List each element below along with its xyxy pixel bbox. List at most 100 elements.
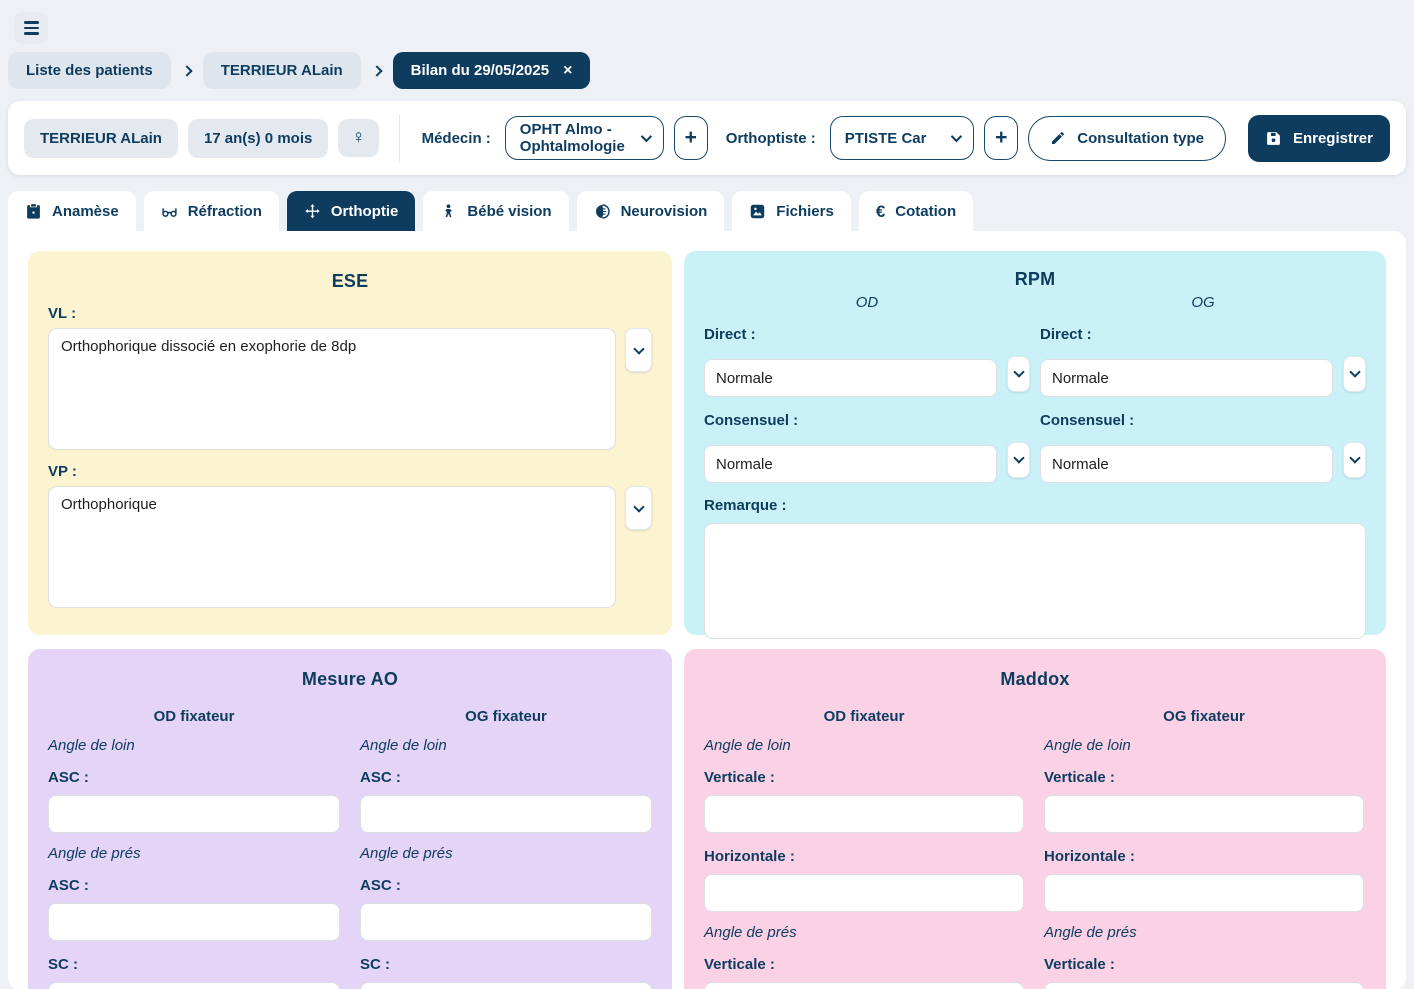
add-orthoptiste-button[interactable]: +: [984, 116, 1019, 160]
ao-og-asc-loin-label: ASC :: [360, 769, 401, 786]
rpm-og-header: OG: [1191, 294, 1215, 311]
ao-od-asc-loin-label: ASC :: [48, 769, 89, 786]
rpm-od-direct-input[interactable]: [704, 359, 997, 397]
rpm-od-direct-dropdown[interactable]: [1007, 355, 1030, 392]
panel-mesure-ao-title: Mesure AO: [301, 669, 399, 689]
medecin-select-value: OPHT Almo - Ophtalmologie: [519, 121, 625, 155]
vp-dropdown-button[interactable]: [625, 486, 652, 530]
rpm-od-consensuel-dropdown[interactable]: [1007, 441, 1030, 478]
ao-od-asc-loin-input[interactable]: [48, 795, 340, 833]
save-icon: [1267, 131, 1280, 145]
tab-cotation[interactable]: € Cotation: [858, 191, 974, 231]
ao-od-asc-pres-label: ASC :: [48, 877, 89, 894]
rpm-od-consensuel-input[interactable]: [704, 445, 997, 483]
ao-og-fixateur-header: OG fixateur: [465, 708, 547, 725]
maddox-og-horizontale-input[interactable]: [1044, 874, 1364, 912]
medecin-select[interactable]: OPHT Almo - Ophtalmologie: [504, 116, 664, 160]
pencil-icon: [1052, 132, 1065, 144]
chevron-down-icon: [1348, 366, 1361, 378]
ao-od-fixateur-header: OD fixateur: [153, 708, 235, 725]
orthoptiste-select[interactable]: PTISTE Car: [829, 116, 975, 160]
menu-button[interactable]: [14, 12, 48, 44]
breadcrumb-patient-name[interactable]: TERRIEUR ALain: [202, 52, 361, 89]
maddox-od-fixateur-header: OD fixateur: [823, 708, 905, 725]
rpm-og-consensuel-dropdown[interactable]: [1343, 441, 1366, 478]
maddox-og-angle-loin-label: Angle de loin: [1044, 737, 1131, 754]
tab-content: ESE VL : Orthophorique dissocié en exoph…: [8, 231, 1406, 989]
ao-od-angle-loin-label: Angle de loin: [48, 737, 135, 754]
panel-maddox-title: Maddox: [1000, 669, 1070, 689]
panel-rpm-title: RPM: [1014, 269, 1056, 289]
rpm-og-consensuel-input[interactable]: [1040, 445, 1333, 483]
chevron-down-icon: [640, 130, 652, 143]
tab-neurovision[interactable]: Neurovision: [576, 191, 725, 231]
maddox-og-verticale-loin-input[interactable]: [1044, 795, 1364, 833]
tab-fichiers[interactable]: Fichiers: [732, 191, 851, 231]
save-button[interactable]: Enregistrer: [1247, 114, 1390, 162]
ao-od-sc-input[interactable]: [48, 982, 340, 989]
tab-bebe-vision[interactable]: Bébé vision: [423, 191, 569, 231]
maddox-od-angle-loin-label: Angle de loin: [704, 737, 791, 754]
breadcrumb-patient-list[interactable]: Liste des patients: [8, 52, 171, 89]
ao-og-sc-label: SC :: [360, 956, 390, 973]
euro-icon: €: [875, 201, 886, 221]
rpm-od-header: OD: [855, 294, 879, 311]
ao-og-angle-loin-label: Angle de loin: [360, 737, 447, 754]
rpm-og-direct-input[interactable]: [1040, 359, 1333, 397]
ao-od-asc-pres-input[interactable]: [48, 903, 340, 941]
brain-icon: [595, 203, 610, 219]
ao-od-angle-pres-label: Angle de prés: [48, 845, 141, 862]
maddox-od-verticale-loin-input[interactable]: [704, 795, 1024, 833]
rpm-remarque-label: Remarque :: [704, 497, 787, 514]
chevron-right-icon: [181, 64, 193, 77]
female-icon: ♀: [338, 118, 379, 158]
rpm-remarque-textarea[interactable]: [704, 523, 1366, 639]
tab-anamese[interactable]: Anamèse: [8, 191, 136, 231]
maddox-og-fixateur-header: OG fixateur: [1163, 708, 1245, 725]
maddox-od-verticale-loin-label: Verticale :: [704, 769, 775, 786]
chevron-down-icon: [1012, 366, 1025, 378]
close-icon[interactable]: ×: [563, 61, 573, 79]
vp-textarea[interactable]: Orthophorique: [48, 486, 616, 608]
rpm-og-direct-dropdown[interactable]: [1343, 355, 1366, 392]
patient-name-chip: TERRIEUR ALain: [24, 118, 178, 158]
tab-bar: Anamèse Réfraction Orthoptie Bébé vision…: [8, 191, 1414, 231]
save-label: Enregistrer: [1292, 129, 1373, 147]
glasses-icon: [162, 207, 177, 217]
maddox-od-horizontale-label: Horizontale :: [704, 848, 795, 865]
maddox-og-horizontale-label: Horizontale :: [1044, 848, 1135, 865]
orthoptiste-label: Orthoptiste :: [725, 129, 816, 147]
maddox-og-verticale-pres-input[interactable]: [1044, 982, 1364, 989]
hamburger-icon: [23, 21, 39, 24]
tab-refraction[interactable]: Réfraction: [143, 191, 279, 231]
panel-rpm: RPM OD Direct : Consensuel : OG Direct :: [684, 251, 1386, 639]
vl-textarea[interactable]: Orthophorique dissocié en exophorie de 8…: [48, 328, 616, 450]
rpm-od-direct-label: Direct :: [704, 326, 756, 343]
divider: [398, 114, 400, 162]
panel-ese: ESE VL : Orthophorique dissocié en exoph…: [28, 251, 672, 635]
tab-orthoptie[interactable]: Orthoptie: [286, 191, 416, 231]
maddox-og-verticale-pres-label: Verticale :: [1044, 956, 1115, 973]
clipboard-icon: [27, 203, 40, 219]
maddox-od-verticale-pres-input[interactable]: [704, 982, 1024, 989]
medecin-label: Médecin :: [421, 129, 491, 147]
chevron-down-icon: [632, 342, 645, 355]
ao-og-sc-input[interactable]: [360, 982, 652, 989]
maddox-od-horizontale-input[interactable]: [704, 874, 1024, 912]
ao-og-asc-pres-input[interactable]: [360, 903, 652, 941]
maddox-od-angle-pres-label: Angle de prés: [704, 924, 797, 941]
add-medecin-button[interactable]: +: [673, 116, 708, 160]
panel-maddox: Maddox OD fixateur Angle de loin Vertica…: [684, 649, 1386, 989]
maddox-og-verticale-loin-label: Verticale :: [1044, 769, 1115, 786]
maddox-og-angle-pres-label: Angle de prés: [1044, 924, 1137, 941]
rpm-og-direct-label: Direct :: [1040, 326, 1092, 343]
consultation-type-button[interactable]: Consultation type: [1028, 115, 1226, 161]
vl-label: VL :: [48, 305, 77, 322]
ao-og-asc-loin-input[interactable]: [360, 795, 652, 833]
chevron-right-icon: [370, 64, 383, 77]
ao-og-asc-pres-label: ASC :: [360, 877, 401, 894]
panel-mesure-ao: Mesure AO OD fixateur Angle de loin ASC …: [28, 649, 672, 989]
vl-dropdown-button[interactable]: [625, 328, 652, 372]
chevron-down-icon: [1348, 452, 1361, 464]
breadcrumb-bilan-active[interactable]: Bilan du 29/05/2025 ×: [392, 52, 591, 89]
